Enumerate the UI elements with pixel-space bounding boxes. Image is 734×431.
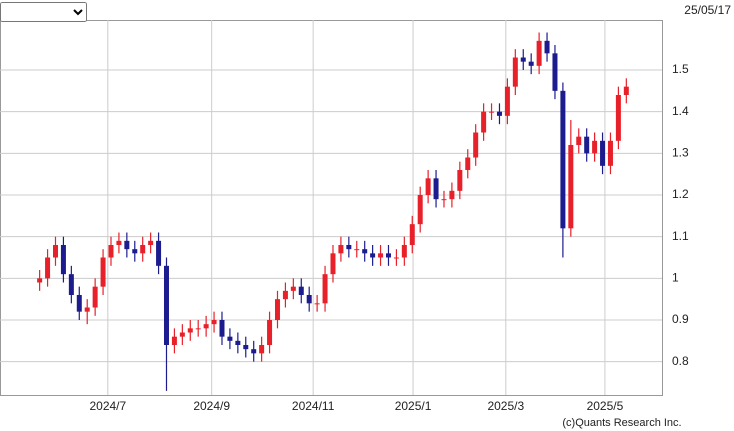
candle-body — [267, 320, 273, 345]
candle-body — [171, 336, 177, 345]
candle-body — [600, 140, 606, 166]
candle-body — [108, 245, 114, 258]
candle-body — [84, 307, 90, 312]
candle-body — [465, 157, 471, 170]
candle-body — [623, 86, 629, 95]
candle-body — [496, 111, 502, 116]
candle-body — [362, 249, 368, 254]
candle-body — [457, 170, 463, 191]
candle-body — [52, 245, 58, 258]
candle-body — [124, 240, 130, 250]
candle-body — [568, 145, 574, 229]
candle-body — [140, 245, 146, 254]
candle-body — [615, 95, 621, 141]
candle-body — [417, 195, 423, 225]
candle-body — [37, 278, 43, 283]
date-label: 25/05/17 — [684, 3, 731, 17]
candle-body — [576, 136, 582, 145]
y-tick-label: 1.3 — [672, 146, 689, 160]
candle-body — [76, 295, 82, 312]
candle-body — [607, 140, 613, 166]
candle-body — [489, 111, 495, 113]
candle-body — [203, 324, 209, 329]
x-tick-label: 2025/1 — [395, 399, 432, 413]
candle-body — [338, 245, 344, 254]
candle-body — [211, 320, 217, 325]
candle-body — [536, 40, 542, 66]
candle-body — [298, 286, 304, 295]
candle-body — [282, 290, 288, 300]
candle-body — [274, 299, 280, 320]
x-tick-label: 2025/3 — [487, 399, 524, 413]
candle-body — [227, 336, 233, 341]
candle-body — [401, 245, 407, 258]
candle-body — [195, 328, 201, 330]
x-tick-label: 2024/7 — [89, 399, 126, 413]
x-tick-label: 2024/9 — [193, 399, 230, 413]
candle-body — [259, 345, 265, 354]
y-tick-label: 1.2 — [672, 187, 689, 201]
candle-body — [132, 249, 138, 254]
candle-body — [60, 245, 66, 275]
candle-body — [187, 328, 193, 333]
candle-body — [385, 253, 391, 258]
candle-body — [346, 245, 352, 250]
candle-body — [251, 349, 257, 354]
candle-body — [544, 40, 550, 54]
y-tick-label: 1.5 — [672, 62, 689, 76]
candle-body — [528, 61, 534, 66]
candle-body — [393, 257, 399, 259]
period-select[interactable] — [0, 2, 87, 22]
candle-body — [163, 265, 169, 345]
plot-frame — [0, 20, 663, 396]
y-tick-label: 1.1 — [672, 229, 689, 243]
candle-body — [370, 253, 376, 258]
y-tick-label: 0.8 — [672, 354, 689, 368]
candle-body — [235, 340, 241, 345]
candle-body — [409, 224, 415, 245]
copyright: (c)Quants Research Inc. — [562, 417, 681, 429]
candle-body — [354, 249, 360, 251]
y-tick-label: 0.9 — [672, 312, 689, 326]
candle-body — [156, 240, 162, 266]
candle-body — [560, 90, 566, 229]
candle-body — [68, 274, 74, 295]
candle-body — [592, 140, 598, 154]
candle-body — [100, 257, 106, 287]
y-tick-label: 1.4 — [672, 104, 689, 118]
candle-body — [481, 111, 487, 133]
candle-body — [322, 274, 328, 304]
candle-body — [290, 286, 296, 291]
candle-body — [219, 320, 225, 337]
y-tick-label: 1 — [672, 271, 679, 285]
candle-body — [314, 303, 320, 305]
candle-body — [512, 57, 518, 87]
candle-body — [425, 178, 431, 195]
candle-body — [116, 240, 122, 245]
candle-body — [504, 86, 510, 116]
candle-body — [584, 136, 590, 154]
candle-body — [520, 57, 526, 62]
candle-body — [441, 199, 447, 201]
candle-body — [552, 53, 558, 91]
candle-body — [243, 345, 249, 350]
candle-body — [473, 132, 479, 158]
candle-body — [306, 295, 312, 304]
candle-body — [148, 240, 154, 245]
candle-body — [179, 332, 185, 337]
candle-body — [378, 253, 384, 258]
candle-body — [449, 190, 455, 200]
x-tick-label: 2024/11 — [292, 399, 335, 413]
x-tick-label: 2025/5 — [587, 399, 624, 413]
candle-body — [433, 178, 439, 200]
candle-body — [330, 253, 336, 275]
candle-body — [92, 286, 98, 308]
candle-body — [45, 257, 51, 279]
